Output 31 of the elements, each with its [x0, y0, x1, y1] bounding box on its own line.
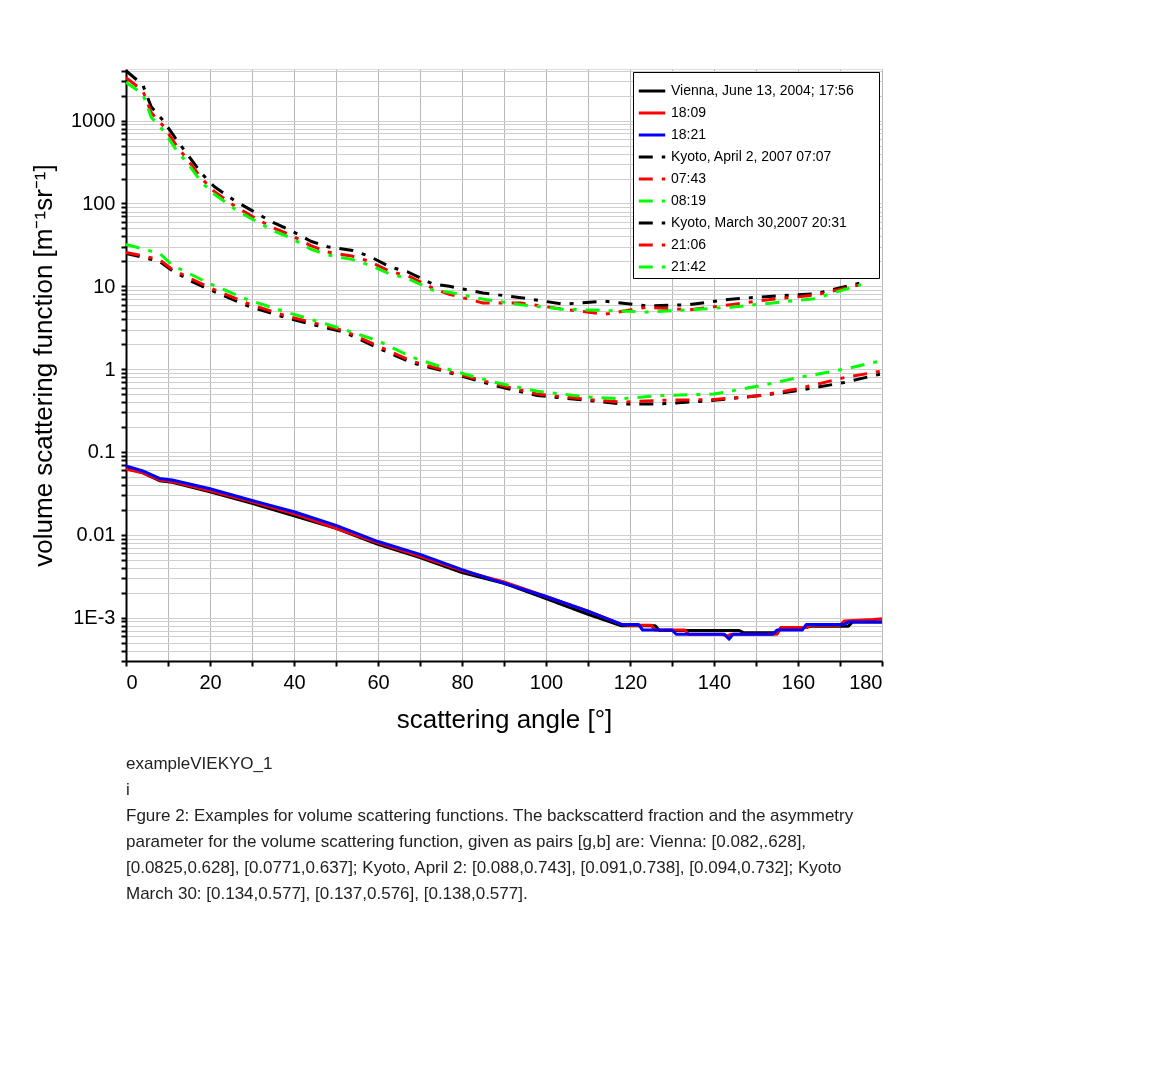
legend-label: 21:42: [671, 258, 707, 274]
x-tick-label: 120: [613, 670, 648, 693]
x-tick-label: 80: [451, 670, 474, 693]
legend-label: Vienna, June 13, 2004; 17:56: [671, 82, 854, 98]
legend-label: 18:21: [671, 126, 707, 142]
x-tick-label: 60: [367, 670, 390, 693]
legend-label: 07:43: [671, 170, 707, 186]
x-tick-label: 180: [849, 670, 883, 693]
text: Fgure 2: Examples for volume scattering functions. The backscatterd fraction and the asymmetry parameter for the volume scattering function, given as pairs [g,b] are: Vienna: [0.082,.628], [0.0825,0.628], [0.0771,0.637]; Kyoto, April 2: [0.088,0.743], [0.091,0.738], [0.094,0.732]; Kyoto March 30: [0.134,0.577], [0.137,0.576], [0.138,0.577].: [126, 806, 854, 903]
x-tick-label: 160: [781, 670, 816, 693]
y-tick-label: 0.01: [76, 523, 116, 546]
x-tick-label: 40: [283, 670, 306, 693]
text: i: [126, 780, 130, 799]
legend-label: Kyoto, April 2, 2007 07:07: [671, 148, 832, 164]
text: exampleVIEKYO_1: [126, 754, 273, 773]
y-tick-label: 1000: [71, 109, 116, 132]
legend-label: 08:19: [671, 192, 707, 208]
legend-label: 21:06: [671, 236, 707, 252]
x-tick-label: 100: [529, 670, 564, 693]
x-tick-label: 20: [199, 670, 222, 693]
y-tick-label: 1: [104, 357, 116, 380]
x-tick-label: 140: [697, 670, 732, 693]
legend-label: 18:09: [671, 104, 707, 120]
x-axis-title: scattering angle [°]: [396, 703, 613, 734]
y-tick-label: 1E-3: [73, 606, 116, 629]
y-tick-label: 0.1: [87, 440, 116, 463]
legend-label: Kyoto, March 30,2007 20:31: [671, 214, 848, 230]
y-axis-title: volume scattering function [m⁻¹sr⁻¹]: [28, 164, 59, 567]
y-tick-label: 10: [93, 274, 116, 297]
x-tick-label: 0: [126, 670, 138, 693]
y-tick-label: 100: [82, 191, 116, 214]
